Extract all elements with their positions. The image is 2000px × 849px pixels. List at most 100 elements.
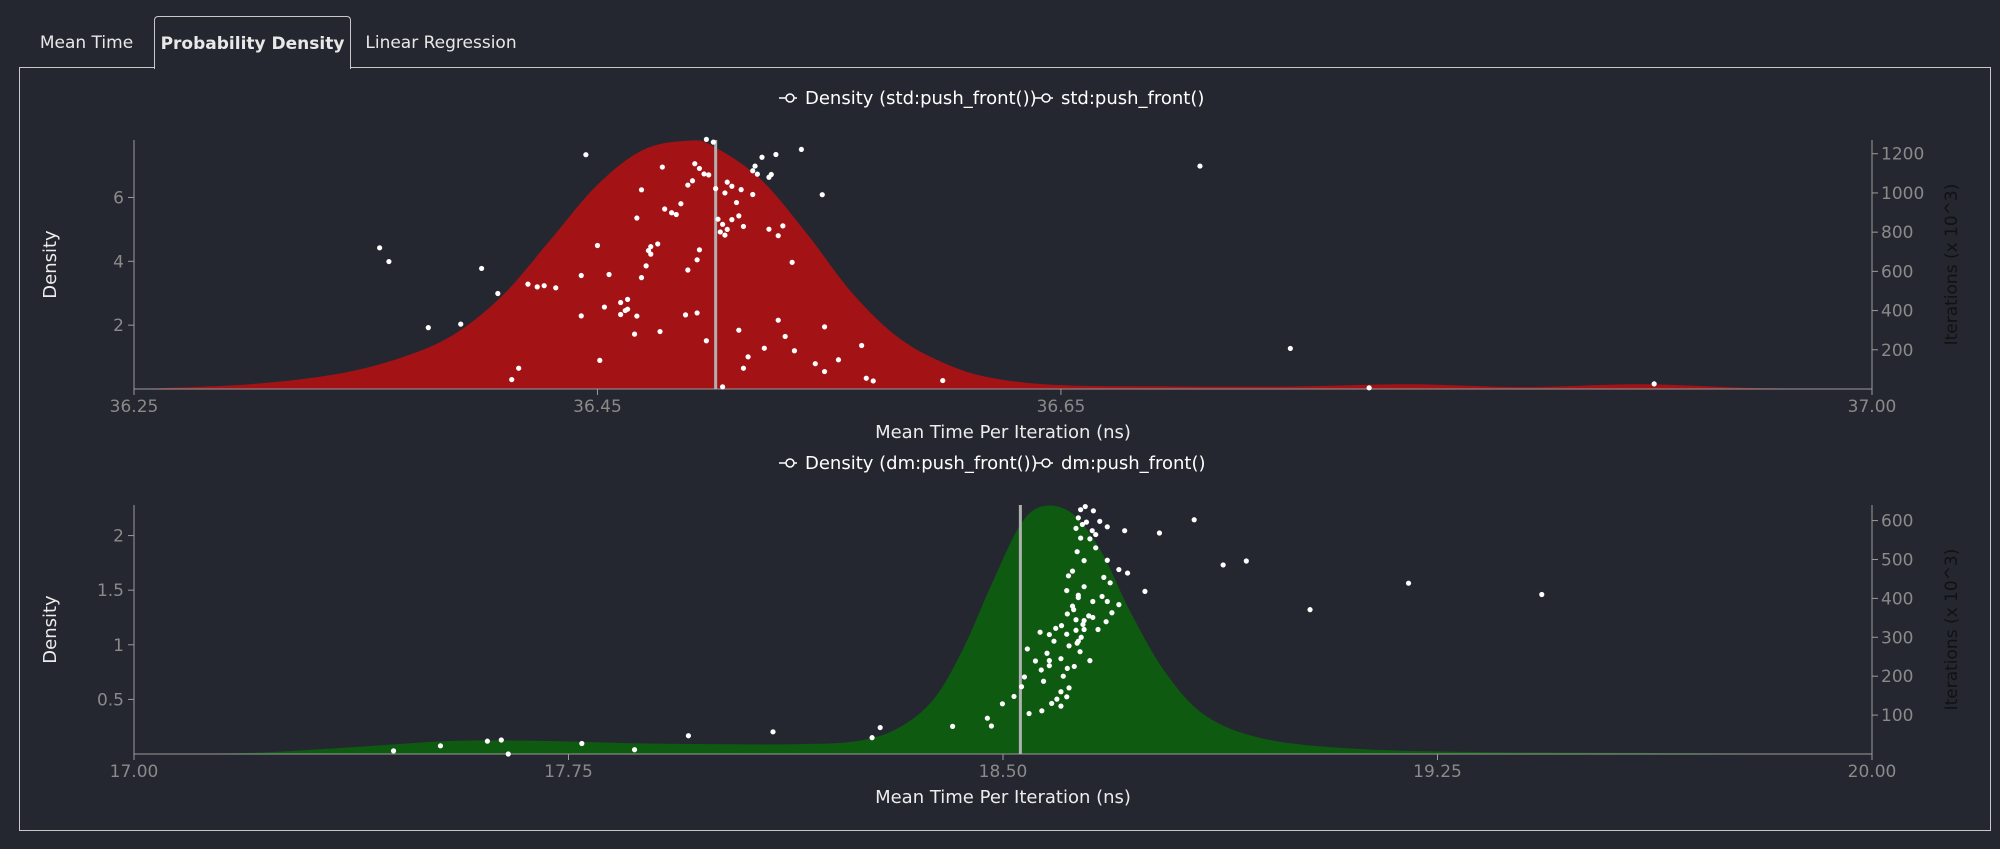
sample-point bbox=[1307, 607, 1313, 613]
sample-point bbox=[1086, 613, 1092, 619]
sample-point bbox=[1064, 665, 1070, 672]
legend-marker bbox=[785, 458, 795, 468]
sample-point bbox=[1053, 625, 1059, 631]
tab-linear-regression[interactable]: Linear Regression bbox=[365, 33, 517, 53]
sample-point bbox=[733, 199, 740, 206]
sample-point bbox=[740, 223, 747, 230]
sample-point bbox=[720, 221, 726, 227]
sample-point bbox=[634, 313, 640, 319]
sample-point bbox=[1074, 549, 1080, 555]
sample-point bbox=[1079, 521, 1085, 528]
sample-point bbox=[1191, 517, 1197, 523]
sample-point bbox=[722, 190, 728, 196]
sample-point bbox=[377, 245, 383, 251]
sample-point bbox=[516, 365, 522, 371]
sample-point bbox=[648, 251, 654, 257]
sample-point bbox=[1080, 621, 1086, 628]
sample-point bbox=[1081, 558, 1087, 564]
sample-point bbox=[1090, 508, 1096, 514]
sample-point bbox=[425, 325, 431, 331]
sample-point bbox=[791, 348, 798, 354]
chart-panel bbox=[19, 67, 1991, 831]
sample-point bbox=[553, 285, 559, 291]
sample-point bbox=[648, 244, 654, 250]
sample-point bbox=[821, 324, 828, 330]
sample-point bbox=[1058, 656, 1064, 662]
sample-point bbox=[724, 179, 730, 185]
sample-point bbox=[1405, 580, 1412, 586]
sample-point bbox=[1058, 689, 1064, 695]
sample-point bbox=[715, 216, 721, 222]
sample-point bbox=[1046, 658, 1052, 664]
sample-point bbox=[859, 342, 865, 349]
sample-point bbox=[689, 178, 696, 184]
sample-point bbox=[988, 723, 995, 729]
sample-point bbox=[624, 306, 631, 312]
sample-point bbox=[1104, 524, 1110, 530]
sample-point bbox=[1220, 562, 1226, 568]
sample-point bbox=[1046, 631, 1052, 638]
x-axis-label: Mean Time Per Iteration (ns) bbox=[875, 422, 1131, 443]
sample-point bbox=[736, 327, 742, 333]
sample-point bbox=[710, 139, 716, 145]
y2-tick-label: 100 bbox=[1881, 706, 1913, 726]
sample-point bbox=[1078, 634, 1084, 640]
sample-point bbox=[819, 192, 825, 198]
x-axis-label: Mean Time Per Iteration (ns) bbox=[875, 787, 1131, 808]
sample-point bbox=[701, 171, 707, 177]
sample-point bbox=[669, 210, 675, 216]
sample-point bbox=[1082, 503, 1088, 510]
sample-point bbox=[1142, 588, 1148, 594]
sample-point bbox=[750, 168, 756, 174]
sample-point bbox=[750, 191, 756, 198]
sample-point bbox=[1078, 507, 1084, 513]
sample-point bbox=[1011, 693, 1017, 700]
tab-mean-time[interactable]: Mean Time bbox=[39, 33, 134, 53]
sample-point bbox=[773, 151, 779, 158]
sample-point bbox=[1093, 545, 1099, 551]
sample-point bbox=[1046, 663, 1052, 669]
sample-point bbox=[1064, 631, 1070, 637]
sample-point bbox=[1021, 674, 1028, 680]
y2-axis-label: Iterations (x 10^3) bbox=[1942, 549, 1962, 711]
sample-point bbox=[1032, 658, 1039, 664]
sample-point bbox=[618, 299, 624, 306]
x-tick-label: 36.25 bbox=[110, 397, 159, 417]
y2-tick-label: 300 bbox=[1881, 628, 1913, 648]
sample-point bbox=[1018, 684, 1025, 690]
sample-point bbox=[1095, 626, 1101, 633]
sample-point bbox=[1089, 528, 1095, 534]
sample-point bbox=[495, 290, 501, 297]
sample-point bbox=[694, 257, 700, 263]
sample-point bbox=[1156, 530, 1163, 536]
sample-point bbox=[1064, 587, 1070, 594]
y2-tick-label: 600 bbox=[1881, 262, 1913, 282]
legend-entry: Density (std:push_front()) bbox=[805, 88, 1037, 109]
sample-point bbox=[1104, 557, 1110, 563]
sample-point bbox=[525, 281, 531, 287]
sample-point bbox=[631, 747, 638, 753]
sample-point bbox=[1651, 381, 1657, 387]
sample-point bbox=[1081, 626, 1087, 633]
sample-point bbox=[722, 232, 728, 238]
sample-point bbox=[1058, 623, 1065, 629]
sample-point bbox=[761, 345, 767, 351]
sample-point bbox=[1197, 163, 1203, 169]
y-axis-label: Density bbox=[40, 595, 61, 664]
sample-point bbox=[638, 187, 645, 193]
sample-point bbox=[720, 384, 726, 390]
sample-point bbox=[999, 701, 1006, 707]
y-tick-label: 4 bbox=[113, 252, 124, 272]
sample-point bbox=[775, 317, 781, 323]
sample-point bbox=[657, 328, 663, 335]
tab-probability-density[interactable]: Probability Density bbox=[154, 16, 351, 69]
sample-point bbox=[1040, 678, 1047, 684]
x-tick-label: 20.00 bbox=[1848, 762, 1897, 782]
x-tick-label: 17.00 bbox=[110, 762, 159, 782]
sample-point bbox=[578, 313, 584, 319]
sample-point bbox=[1107, 580, 1113, 586]
sample-point bbox=[736, 213, 742, 219]
y-tick-label: 2 bbox=[113, 316, 124, 336]
sample-point bbox=[1058, 703, 1064, 709]
